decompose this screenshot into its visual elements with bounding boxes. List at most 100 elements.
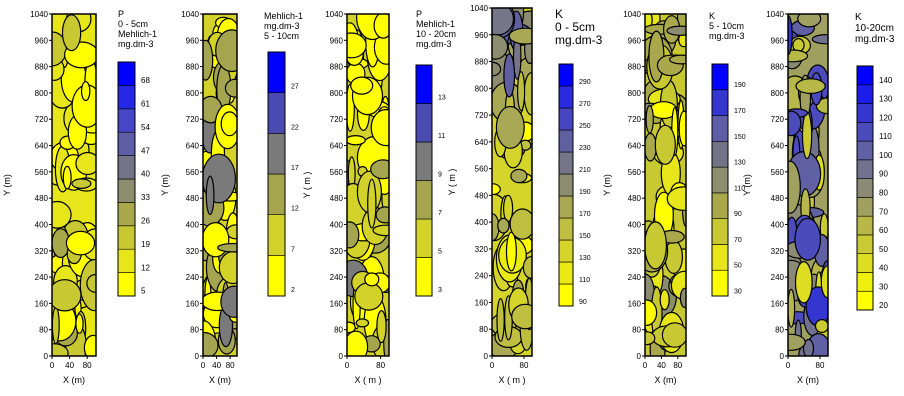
x-tick-label: 0 [786, 361, 791, 370]
legend-level-label: 210 [579, 167, 591, 174]
legend-swatch [558, 85, 574, 109]
chart-panel-4: 0801602403204004805606407208008809601040… [447, 4, 603, 385]
legend-swatch [117, 248, 136, 273]
legend-swatch [117, 272, 136, 297]
legend-title-line: 10-20cm [855, 23, 894, 34]
contour-patch [788, 288, 796, 328]
contour-patch [220, 285, 237, 318]
legend-level-label: 80 [879, 189, 888, 198]
x-axis-label: X (m) [209, 375, 231, 385]
contour-patch [86, 274, 96, 293]
contour-patch [372, 224, 389, 237]
x-tick-label: 80 [83, 361, 92, 370]
y-tick-label: 560 [628, 168, 642, 177]
contour-patch [205, 175, 215, 216]
legend-swatch [558, 195, 574, 219]
contour-patch [678, 110, 686, 147]
contour-patch [659, 289, 670, 311]
y-tick-label: 400 [330, 220, 344, 229]
legend-level-label: 19 [141, 240, 150, 249]
y-tick-label: 960 [186, 36, 200, 45]
legend-level-label: 90 [879, 170, 888, 179]
legend-swatch [856, 178, 874, 198]
legend-swatch [267, 255, 286, 297]
y-tick-label: 800 [330, 89, 344, 98]
contour-patch [203, 39, 214, 81]
legend-level-label: 120 [879, 113, 893, 122]
y-tick-label: 720 [330, 115, 344, 124]
y-tick-label: 640 [628, 142, 642, 151]
contour-patch [496, 298, 505, 343]
y-tick-label: 960 [330, 36, 344, 45]
contour-patch [71, 178, 92, 189]
legend-swatch [117, 131, 136, 156]
legend-title-line: Mehlich-1 [118, 29, 157, 39]
x-tick-label: 40 [65, 361, 74, 370]
y-tick-label: 0 [484, 352, 489, 361]
legend-level-label: 110 [879, 132, 892, 141]
legend-level-label: 150 [579, 233, 591, 240]
plot-frame [346, 13, 390, 357]
legend-swatch [117, 61, 136, 86]
contour-patch [220, 111, 237, 137]
y-tick-label: 160 [186, 299, 200, 308]
legend-level-label: 26 [141, 216, 150, 225]
legend-title-line: Mehlich-1 [416, 19, 455, 29]
y-tick-label: 560 [771, 168, 785, 177]
y-tick-label: 400 [628, 220, 642, 229]
y-tick-label: 240 [35, 273, 49, 282]
y-tick-label: 320 [771, 247, 785, 256]
legend-title-line: P [118, 9, 124, 19]
chart-panel-6: 0801602403204004805606407208008809601040… [742, 10, 895, 385]
contour-patch [492, 33, 509, 60]
contour-patch [811, 34, 828, 45]
y-tick-label: 80 [39, 326, 48, 335]
y-tick-label: 480 [330, 194, 344, 203]
y-tick-label: 320 [35, 247, 49, 256]
y-tick-label: 880 [628, 63, 642, 72]
y-axis-label: Y ( m ) [447, 169, 457, 196]
y-tick-label: 240 [771, 273, 785, 282]
x-tick-label: 80 [376, 361, 385, 370]
contour-patch [370, 109, 389, 147]
legend-swatch [558, 107, 574, 131]
contour-patch [645, 331, 656, 346]
legend-swatch [415, 218, 433, 258]
legend-level-label: 250 [579, 123, 591, 130]
chart-panel-5: 0801602403204004805606407208008809601040… [602, 10, 746, 385]
x-axis-label: X ( m ) [499, 375, 526, 385]
legend-swatch [856, 103, 874, 123]
legend-swatch [267, 173, 286, 215]
contour-patch [679, 287, 686, 309]
legend-level-label: 61 [141, 99, 150, 108]
legend-level-label: 5 [438, 249, 442, 256]
contour-patch [52, 343, 69, 356]
y-tick-label: 880 [186, 63, 200, 72]
contour-patch [788, 110, 802, 137]
legend-swatch [267, 214, 286, 256]
y-tick-label: 80 [479, 325, 488, 334]
legend-level-label: 130 [734, 160, 746, 167]
legend-level-label: 40 [141, 170, 150, 179]
legend-level-label: 170 [579, 211, 591, 218]
legend-level-label: 70 [734, 237, 742, 244]
legend-swatch [856, 122, 874, 142]
y-tick-label: 720 [628, 115, 642, 124]
y-tick-label: 320 [186, 247, 200, 256]
contour-patch [347, 330, 369, 356]
y-tick-label: 160 [330, 299, 344, 308]
y-tick-label: 1040 [181, 10, 199, 19]
legend-swatch [856, 140, 874, 161]
y-tick-label: 960 [35, 36, 49, 45]
y-tick-label: 880 [475, 58, 489, 67]
x-tick-label: 80 [673, 361, 682, 370]
legend-swatch [558, 63, 574, 87]
contour-patch [218, 251, 237, 285]
y-tick-label: 240 [475, 272, 489, 281]
legend-level-label: 5 [141, 287, 146, 296]
y-tick-label: 0 [637, 352, 642, 361]
y-axis-label: Y (m) [2, 174, 12, 196]
y-tick-label: 0 [195, 352, 200, 361]
contour-patch [508, 27, 532, 45]
